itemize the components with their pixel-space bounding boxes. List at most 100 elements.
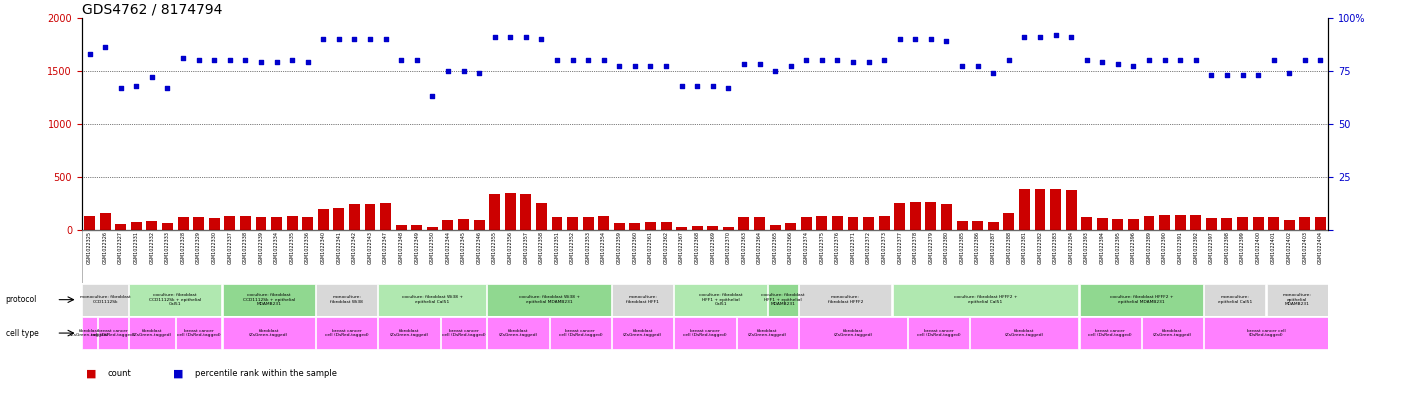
Text: GSM1022348: GSM1022348 <box>399 231 403 264</box>
Point <box>250 59 272 65</box>
Text: GSM1022382: GSM1022382 <box>1038 231 1042 264</box>
Point <box>702 83 725 89</box>
Text: GSM1022392: GSM1022392 <box>1193 231 1198 264</box>
Text: GSM1022345: GSM1022345 <box>461 231 465 264</box>
Text: monoculture:
epithelial
MDAMB231: monoculture: epithelial MDAMB231 <box>1283 293 1311 306</box>
Point <box>981 70 1004 76</box>
Bar <box>488 317 548 349</box>
Bar <box>1035 189 1045 230</box>
Bar <box>1019 189 1029 230</box>
Text: breast cancer
cell (DsRed-tagged): breast cancer cell (DsRed-tagged) <box>1089 329 1132 337</box>
Bar <box>209 218 220 230</box>
Text: GSM1022398: GSM1022398 <box>1224 231 1230 264</box>
Bar <box>925 202 936 230</box>
Point <box>935 38 957 44</box>
Text: ■: ■ <box>173 368 183 378</box>
Point <box>561 57 584 63</box>
Text: monoculture:
fibroblast HFFF2: monoculture: fibroblast HFFF2 <box>828 296 863 304</box>
Bar <box>378 284 486 316</box>
Text: GSM1022346: GSM1022346 <box>477 231 482 264</box>
Point <box>219 57 241 63</box>
Text: GSM1022390: GSM1022390 <box>1162 231 1167 264</box>
Bar <box>878 217 890 230</box>
Text: GSM1022376: GSM1022376 <box>835 231 840 264</box>
Text: GSM1022395: GSM1022395 <box>1115 231 1121 264</box>
Point <box>530 36 553 42</box>
Bar <box>116 224 125 230</box>
Text: GSM1022388: GSM1022388 <box>1007 231 1011 264</box>
Bar <box>1204 317 1328 349</box>
Bar <box>193 217 204 230</box>
Text: GSM1022336: GSM1022336 <box>305 231 310 264</box>
Text: GSM1022342: GSM1022342 <box>352 231 357 264</box>
Bar <box>427 226 437 230</box>
Bar <box>317 209 329 230</box>
Text: GSM1022334: GSM1022334 <box>274 231 279 264</box>
Text: GSM1022384: GSM1022384 <box>1069 231 1073 264</box>
Text: coculture: fibroblast Wi38 +
epithelial MDAMB231: coculture: fibroblast Wi38 + epithelial … <box>519 296 580 304</box>
Text: GSM1022373: GSM1022373 <box>881 231 887 264</box>
Point <box>1308 57 1331 63</box>
Point <box>406 57 429 63</box>
Bar <box>612 317 673 349</box>
Text: GSM1022374: GSM1022374 <box>804 231 809 264</box>
Bar <box>147 221 158 230</box>
Bar <box>489 194 501 230</box>
Point <box>1122 63 1145 70</box>
Point <box>453 68 475 74</box>
Bar <box>801 217 812 230</box>
Text: GSM1022347: GSM1022347 <box>384 231 388 264</box>
Bar <box>333 208 344 230</box>
Point <box>718 84 740 91</box>
Bar <box>1097 218 1108 230</box>
Text: breast cancer
cell (DsRed-tagged): breast cancer cell (DsRed-tagged) <box>441 329 485 337</box>
Bar <box>768 284 798 316</box>
Point <box>499 34 522 40</box>
Bar <box>1300 217 1310 230</box>
Bar <box>770 225 781 230</box>
Bar <box>909 202 921 230</box>
Point <box>374 36 396 42</box>
Text: GSM1022367: GSM1022367 <box>680 231 684 264</box>
Text: GSM1022369: GSM1022369 <box>711 231 715 264</box>
Text: GSM1022380: GSM1022380 <box>945 231 949 264</box>
Bar <box>1316 217 1325 230</box>
Text: protocol: protocol <box>6 295 37 304</box>
Text: GSM1022344: GSM1022344 <box>446 231 450 264</box>
Bar <box>661 222 671 230</box>
Point <box>327 36 350 42</box>
Text: GSM1022397: GSM1022397 <box>1208 231 1214 264</box>
Point <box>1246 72 1269 78</box>
Point <box>623 63 646 70</box>
Text: fibroblast
(ZsGreen-tagged): fibroblast (ZsGreen-tagged) <box>498 329 537 337</box>
Text: fibroblast
(ZsGreen-tagged): fibroblast (ZsGreen-tagged) <box>1153 329 1191 337</box>
Bar <box>302 217 313 230</box>
Point <box>125 83 148 89</box>
Text: GSM1022385: GSM1022385 <box>960 231 964 264</box>
Text: monoculture:
fibroblast HFF1: monoculture: fibroblast HFF1 <box>626 296 658 304</box>
Text: GSM1022339: GSM1022339 <box>258 231 264 264</box>
Text: breast cancer
cell (DsRed-tagged): breast cancer cell (DsRed-tagged) <box>558 329 602 337</box>
Point <box>592 57 615 63</box>
Bar <box>551 217 563 230</box>
Text: GSM1022375: GSM1022375 <box>819 231 825 264</box>
Point <box>1045 31 1067 38</box>
Bar <box>1206 218 1217 230</box>
Point <box>950 63 973 70</box>
Text: GDS4762 / 8174794: GDS4762 / 8174794 <box>82 2 223 17</box>
Text: fibroblast
(ZsGreen-tagged): fibroblast (ZsGreen-tagged) <box>833 329 873 337</box>
Text: GSM1022394: GSM1022394 <box>1100 231 1105 264</box>
Point <box>312 36 334 42</box>
Bar <box>97 317 128 349</box>
Bar <box>692 226 702 230</box>
Point <box>795 57 818 63</box>
Bar <box>567 217 578 230</box>
Text: coculture: fibroblast HFFF2 +
epithelial Cal51: coculture: fibroblast HFFF2 + epithelial… <box>953 296 1017 304</box>
Text: breast cancer
cell (DsRed-tagged): breast cancer cell (DsRed-tagged) <box>916 329 960 337</box>
Text: GSM1022353: GSM1022353 <box>585 231 591 264</box>
Bar <box>85 216 94 230</box>
Point <box>733 61 756 68</box>
Point <box>1029 34 1052 40</box>
Point <box>484 34 506 40</box>
Bar <box>1050 189 1060 230</box>
